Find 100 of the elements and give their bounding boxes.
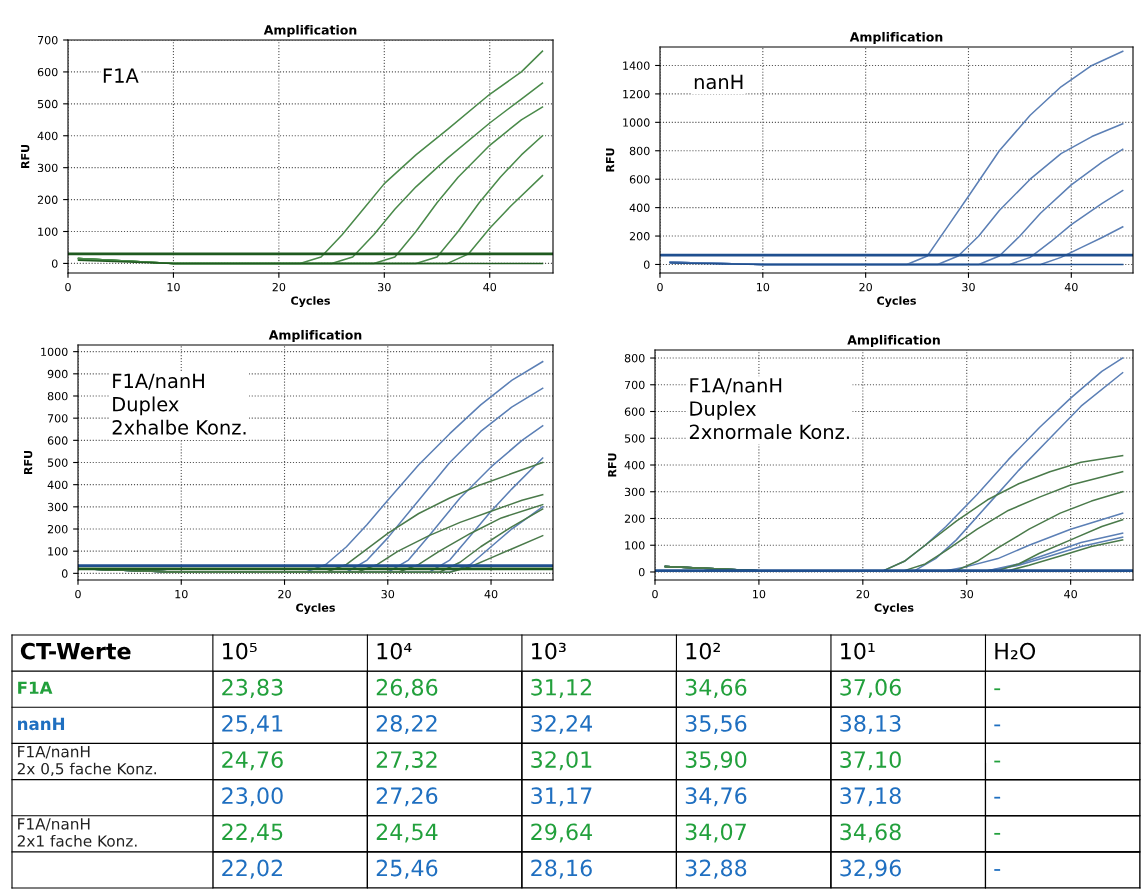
x-axis-title: Cycles xyxy=(877,296,916,308)
y-tick-label: 800 xyxy=(47,391,68,401)
y-tick-label: 700 xyxy=(624,380,645,390)
data-label: 22,02 xyxy=(222,859,282,879)
x-axis-title: Cycles xyxy=(291,296,330,308)
x-tick-label: 40 xyxy=(484,589,498,599)
y-tick-label: 1200 xyxy=(623,89,650,99)
data-label: 32,96 xyxy=(840,859,901,879)
y-axis-title: RFU xyxy=(21,144,30,169)
chart-title: Amplification xyxy=(849,31,943,45)
y-tick-label: F1A/nanH 2x1 fache Konz. xyxy=(17,818,137,847)
x-tick-label: 40 xyxy=(483,282,497,292)
x-tick-label: 30 xyxy=(962,282,975,292)
x-tick-label: 30 xyxy=(381,589,395,599)
x-tick-label: 20 xyxy=(278,589,291,599)
y-tick-label: 900 xyxy=(47,369,68,379)
data-label: 37,18 xyxy=(840,787,901,807)
y-axis-title: RFU xyxy=(608,453,617,477)
annotation: F1A/nanH Duplex 2xhalbe Konz. xyxy=(112,373,246,435)
data-label: 25,41 xyxy=(222,715,283,735)
y-tick-label: 0 xyxy=(51,259,58,268)
x-tick-label: 10⁴ xyxy=(377,642,412,660)
data-label: 37,10 xyxy=(840,751,901,771)
data-label: 38,13 xyxy=(840,715,901,735)
text: - xyxy=(994,832,1001,835)
data-label: 25,46 xyxy=(376,859,438,879)
x-tick-label: 10⁵ xyxy=(223,642,257,660)
x-tick-label: 30 xyxy=(960,589,974,599)
data-label: 27,26 xyxy=(376,787,438,807)
y-tick-label: 1400 xyxy=(623,61,650,70)
y-tick-label: 400 xyxy=(629,203,650,212)
y-tick-label: 300 xyxy=(47,502,68,512)
text: - xyxy=(994,724,1001,727)
data-label: 32,24 xyxy=(531,715,593,735)
data-label: 34,76 xyxy=(685,787,747,807)
data-label: 34,07 xyxy=(685,823,746,843)
x-tick-label: 30 xyxy=(378,282,391,292)
data-label: 35,56 xyxy=(685,715,747,735)
x-tick-label: 40 xyxy=(1064,589,1077,599)
data-label: 27,32 xyxy=(376,751,437,771)
data-label: 32,88 xyxy=(685,859,747,879)
y-tick-label: 800 xyxy=(629,146,650,156)
y-tick-label: 700 xyxy=(37,35,58,45)
y-tick-label: 600 xyxy=(47,436,68,445)
x-tick-label: 0 xyxy=(652,589,658,599)
annotation: F1A xyxy=(103,68,139,83)
chart-title: Amplification xyxy=(847,334,940,348)
data-label: 23,00 xyxy=(222,787,283,807)
y-tick-label: 0 xyxy=(638,567,645,577)
data-label: 37,06 xyxy=(840,678,901,698)
data-label: 34,66 xyxy=(685,678,747,698)
y-tick-label: 100 xyxy=(625,541,645,550)
x-tick-label: 0 xyxy=(657,282,663,292)
data-label: 28,16 xyxy=(531,859,592,879)
data-label: 23,83 xyxy=(222,678,283,698)
x-axis-title: Cycles xyxy=(296,603,335,615)
text: - xyxy=(994,796,1001,799)
x-tick-label: 10² xyxy=(686,642,720,660)
x-tick-label: 20 xyxy=(272,282,286,292)
data-label: 24,76 xyxy=(222,751,283,771)
data-label: 31,17 xyxy=(531,787,592,807)
y-tick-label: 0 xyxy=(643,260,650,269)
x-tick-label: 10 xyxy=(175,589,188,599)
y-axis-title: RFU xyxy=(24,450,33,475)
text: - xyxy=(994,869,1001,871)
data-label: 24,54 xyxy=(376,823,438,843)
y-tick-label: 200 xyxy=(629,232,650,241)
data-label: 31,12 xyxy=(531,678,592,698)
y-tick-label: 400 xyxy=(37,131,58,141)
x-tick-label: 10 xyxy=(167,282,180,292)
data-label: 22,45 xyxy=(222,823,283,843)
y-tick-label: 100 xyxy=(38,227,58,236)
y-tick-label: 300 xyxy=(37,163,58,173)
y-tick-label: 500 xyxy=(624,434,645,443)
y-tick-label: 200 xyxy=(47,524,68,534)
y-tick-label: 600 xyxy=(37,67,58,77)
y-tick-label: 400 xyxy=(47,480,68,490)
data-label: 34,68 xyxy=(840,823,901,843)
y-tick-label: 200 xyxy=(37,195,58,204)
y-tick-label: F1A xyxy=(18,681,53,694)
data-label: 26,86 xyxy=(376,678,438,698)
text: - xyxy=(994,688,1001,691)
x-axis-title: Cycles xyxy=(874,603,914,615)
x-tick-label: 40 xyxy=(1064,282,1078,292)
data-label: 28,22 xyxy=(376,715,437,735)
y-tick-label: 1000 xyxy=(623,118,650,127)
y-tick-label: 700 xyxy=(47,414,68,423)
chart-title: Amplification xyxy=(268,329,362,343)
y-tick-label: 600 xyxy=(624,407,645,416)
x-tick-label: H₂O xyxy=(995,642,1036,660)
x-tick-label: 0 xyxy=(75,589,81,599)
x-tick-label: 10 xyxy=(756,282,770,292)
chart-title: Amplification xyxy=(263,24,357,38)
annotation: F1A/nanH Duplex 2xnormale Konz. xyxy=(689,378,849,440)
y-tick-label: 200 xyxy=(624,514,645,523)
x-tick-label: 10¹ xyxy=(841,642,875,660)
y-tick-label: nanH xyxy=(18,717,65,731)
y-tick-label: 600 xyxy=(629,175,650,184)
y-tick-label: 400 xyxy=(624,460,645,470)
text: - xyxy=(994,760,1001,763)
